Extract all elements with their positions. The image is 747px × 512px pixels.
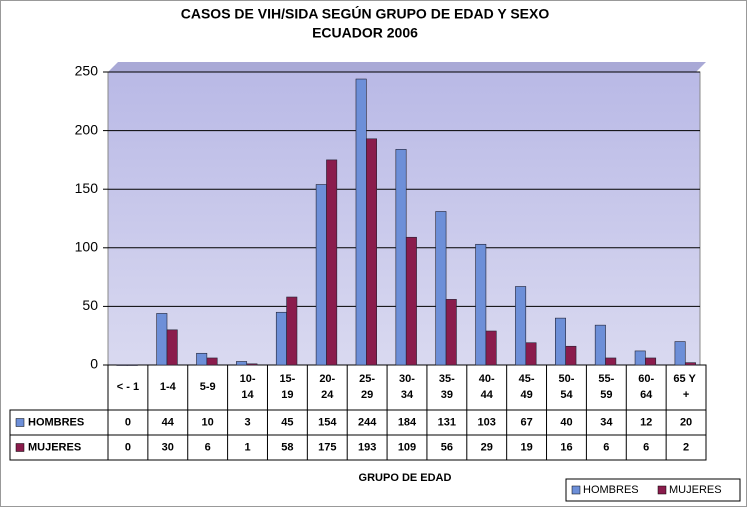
bar: [206, 357, 218, 366]
bar: [166, 329, 178, 366]
chart-subtitle: ECUADOR 2006: [312, 25, 418, 41]
bar: [196, 352, 208, 366]
table-value: 58: [281, 441, 293, 453]
x-tick-label: 20-24: [319, 373, 335, 401]
table-value: 0: [125, 441, 131, 453]
bar: [605, 357, 617, 366]
table-value: 10: [202, 416, 214, 428]
bar: [286, 296, 298, 366]
bar: [246, 363, 258, 366]
legend-label: HOMBRES: [583, 484, 639, 496]
bar: [395, 149, 407, 366]
table-value: 30: [162, 441, 174, 453]
legend-swatch: [657, 485, 667, 495]
table-value: 154: [318, 416, 337, 428]
table-value: 45: [281, 416, 293, 428]
legend-label: MUJERES: [669, 484, 722, 496]
x-tick-label: 60-64: [638, 373, 654, 401]
legend-swatch: [15, 418, 25, 427]
bar: [315, 184, 327, 366]
bar: [355, 78, 367, 366]
table-value: 19: [520, 441, 532, 453]
y-tick-label: 200: [75, 121, 99, 137]
table-value: 109: [398, 441, 416, 453]
table-value: 244: [358, 416, 377, 428]
bar: [236, 361, 248, 366]
bar: [435, 211, 447, 366]
bar: [684, 362, 696, 366]
bar: [126, 364, 138, 366]
table-value: 6: [205, 441, 211, 453]
y-tick-label: 0: [90, 356, 98, 372]
x-tick-label: 55-59: [598, 373, 614, 401]
table-value: 40: [560, 416, 572, 428]
x-tick-label: 35-39: [439, 373, 455, 401]
x-tick-label: 15-19: [279, 373, 295, 401]
table-value: 131: [438, 416, 456, 428]
table-value: 193: [358, 441, 376, 453]
x-tick-label: 50-54: [559, 373, 575, 401]
x-tick-label: 1-4: [160, 381, 177, 393]
bar: [634, 350, 646, 366]
table-value: 56: [441, 441, 453, 453]
bar: [275, 311, 287, 366]
y-tick-label: 50: [82, 297, 98, 313]
bar: [565, 345, 577, 366]
legend-label: HOMBRES: [28, 416, 84, 428]
bar: [116, 364, 128, 366]
table-value: 6: [643, 441, 649, 453]
bar: [405, 236, 417, 366]
table-value: 6: [603, 441, 609, 453]
table-value: 2: [683, 441, 689, 453]
bar: [475, 243, 487, 366]
bar: [525, 342, 537, 366]
table-value: 0: [125, 416, 131, 428]
table-value: 20: [680, 416, 692, 428]
table-value: 103: [478, 416, 496, 428]
table-value: 1: [244, 441, 250, 453]
bar: [366, 138, 378, 366]
table-value: 3: [244, 416, 250, 428]
x-tick-label: 25-29: [359, 373, 375, 401]
x-tick-label: 45-49: [519, 373, 535, 401]
legend-swatch: [15, 443, 25, 452]
x-tick-label: 5-9: [200, 381, 216, 393]
bar: [326, 159, 338, 366]
x-tick-label: < - 1: [117, 381, 139, 393]
bar: [156, 313, 168, 366]
legend-swatch: [571, 485, 581, 495]
x-tick-label: 10-14: [240, 373, 256, 401]
x-tick-label: 30-34: [399, 373, 415, 401]
table-value: 34: [600, 416, 613, 428]
bar: [594, 324, 606, 366]
bar: [485, 330, 497, 366]
legend-label: MUJERES: [28, 441, 81, 453]
x-tick-label: 65 Y +: [673, 373, 698, 401]
bar: [515, 286, 527, 366]
table-value: 29: [481, 441, 493, 453]
chart-title: CASOS DE VIH/SIDA SEGÚN GRUPO DE EDAD Y …: [181, 5, 550, 22]
y-tick-label: 250: [75, 63, 99, 79]
y-tick-label: 100: [75, 239, 99, 255]
table-value: 67: [520, 416, 532, 428]
table-value: 16: [560, 441, 572, 453]
x-axis-label: GRUPO DE EDAD: [359, 472, 452, 484]
y-tick-label: 150: [75, 180, 99, 196]
bar: [674, 341, 686, 366]
plot-top: [108, 62, 706, 72]
legend-box: [565, 478, 741, 502]
x-tick-label: 40-44: [479, 373, 495, 401]
bar: [645, 357, 657, 366]
table-value: 44: [162, 416, 175, 428]
bar: [555, 317, 566, 366]
bar: [445, 299, 457, 366]
table-value: 184: [398, 416, 417, 428]
table-value: 175: [318, 441, 336, 453]
table-value: 12: [640, 416, 652, 428]
